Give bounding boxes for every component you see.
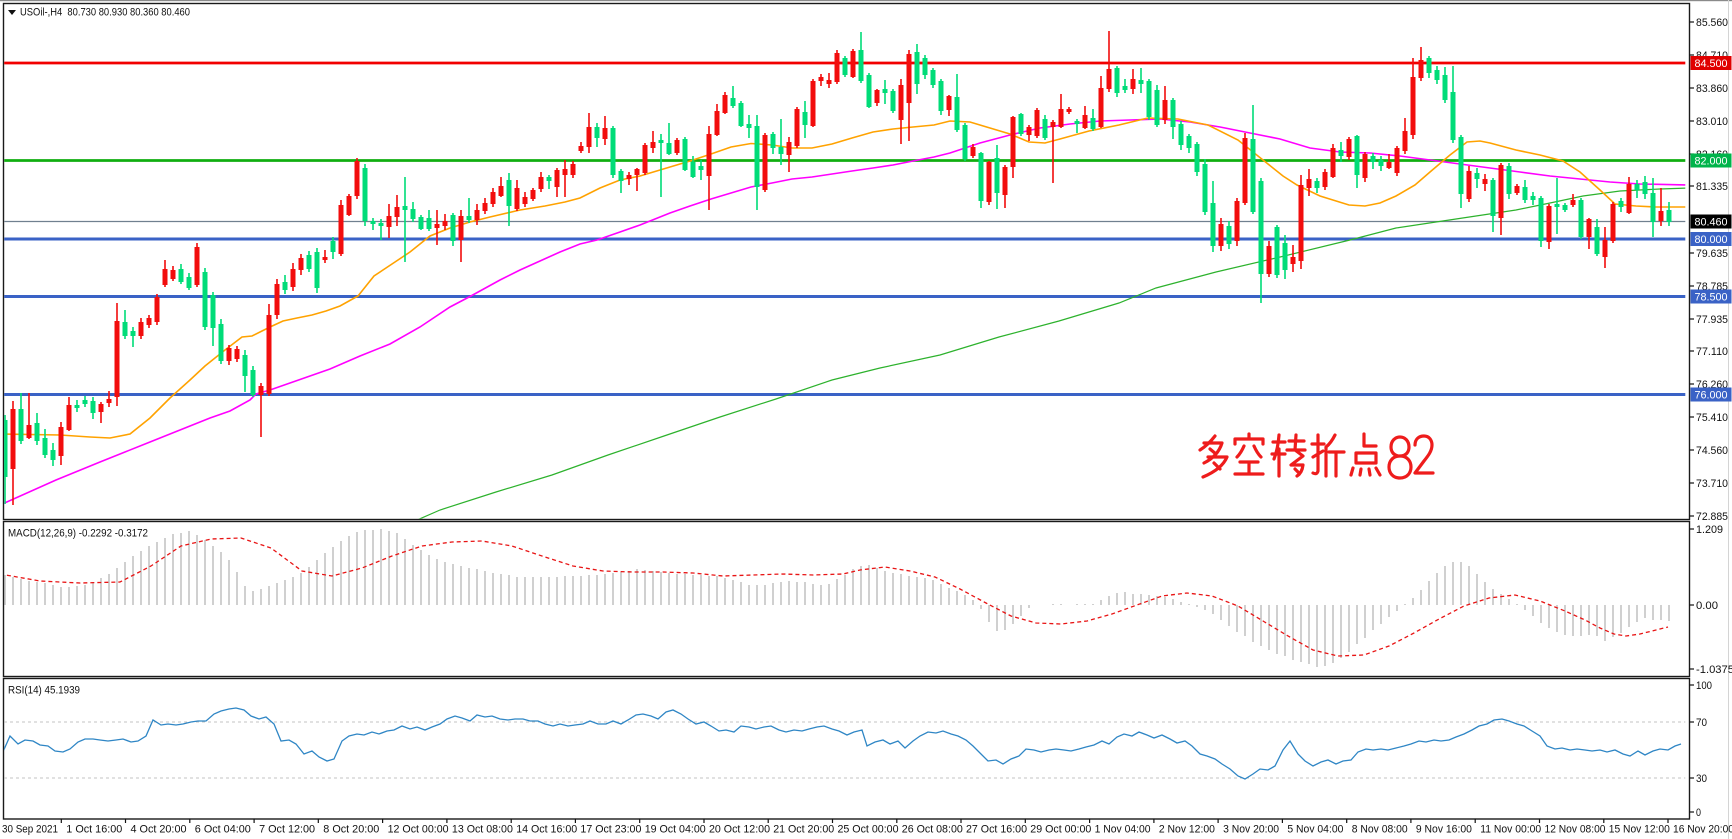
svg-text:2 Nov 12:00: 2 Nov 12:00 [1159,824,1215,836]
svg-text:21 Oct 20:00: 21 Oct 20:00 [773,824,834,836]
svg-text:-1.0375: -1.0375 [1696,664,1732,676]
svg-text:82.000: 82.000 [1695,156,1728,168]
svg-text:29 Oct 00:00: 29 Oct 00:00 [1030,824,1091,836]
svg-text:74.560: 74.560 [1696,445,1728,457]
svg-text:1 Oct 16:00: 1 Oct 16:00 [66,824,122,836]
svg-text:83.010: 83.010 [1696,116,1728,128]
svg-text:8 Nov 08:00: 8 Nov 08:00 [1352,824,1408,836]
svg-text:6 Oct 04:00: 6 Oct 04:00 [195,824,251,836]
svg-text:5 Nov 04:00: 5 Nov 04:00 [1287,824,1343,836]
svg-text:16 Nov 20:00: 16 Nov 20:00 [1673,824,1732,836]
svg-text:25 Oct 00:00: 25 Oct 00:00 [838,824,899,836]
svg-text:77.935: 77.935 [1696,314,1728,326]
svg-text:19 Oct 04:00: 19 Oct 04:00 [645,824,706,836]
svg-text:27 Oct 16:00: 27 Oct 16:00 [966,824,1027,836]
svg-text:11 Nov 00:00: 11 Nov 00:00 [1480,824,1541,836]
svg-text:MACD(12,26,9) -0.2292 -0.3172: MACD(12,26,9) -0.2292 -0.3172 [8,528,148,540]
svg-text:17 Oct 23:00: 17 Oct 23:00 [580,824,641,836]
svg-text:85.560: 85.560 [1696,17,1728,29]
svg-text:1 Nov 04:00: 1 Nov 04:00 [1095,824,1151,836]
svg-text:0: 0 [1696,807,1701,819]
svg-text:USOil-,H4 80.730 80.930 80.36: USOil-,H4 80.730 80.930 80.360 80.460 [20,7,190,19]
svg-text:81.335: 81.335 [1696,181,1728,193]
svg-text:1.209: 1.209 [1696,524,1723,536]
svg-text:80.460: 80.460 [1695,217,1728,229]
svg-text:30 Sep 2021: 30 Sep 2021 [2,824,58,836]
svg-text:14 Oct 16:00: 14 Oct 16:00 [516,824,577,836]
svg-text:72.885: 72.885 [1696,511,1728,523]
svg-text:7 Oct 12:00: 7 Oct 12:00 [259,824,315,836]
svg-text:83.860: 83.860 [1696,83,1728,95]
svg-text:12 Oct 00:00: 12 Oct 00:00 [388,824,449,836]
svg-text:75.410: 75.410 [1696,412,1728,424]
svg-text:100: 100 [1696,680,1712,692]
svg-text:80.000: 80.000 [1695,234,1728,246]
svg-text:0.00: 0.00 [1696,600,1718,612]
svg-text:8 Oct 20:00: 8 Oct 20:00 [323,824,379,836]
svg-text:30: 30 [1696,773,1707,785]
svg-text:9 Nov 16:00: 9 Nov 16:00 [1416,824,1472,836]
svg-text:3 Nov 20:00: 3 Nov 20:00 [1223,824,1279,836]
svg-text:RSI(14) 45.1939: RSI(14) 45.1939 [8,685,80,697]
svg-text:73.710: 73.710 [1696,478,1728,490]
svg-text:78.500: 78.500 [1695,292,1728,304]
svg-text:26 Oct 08:00: 26 Oct 08:00 [902,824,963,836]
svg-text:15 Nov 12:00: 15 Nov 12:00 [1609,824,1670,836]
svg-text:84.500: 84.500 [1695,58,1728,70]
svg-text:77.110: 77.110 [1696,346,1728,358]
svg-text:79.635: 79.635 [1696,248,1728,260]
svg-text:70: 70 [1696,717,1707,729]
svg-text:76.000: 76.000 [1695,390,1728,402]
svg-text:12 Nov 08:00: 12 Nov 08:00 [1545,824,1606,836]
svg-text:13 Oct 08:00: 13 Oct 08:00 [452,824,513,836]
svg-text:20 Oct 12:00: 20 Oct 12:00 [709,824,770,836]
svg-text:4 Oct 20:00: 4 Oct 20:00 [131,824,187,836]
